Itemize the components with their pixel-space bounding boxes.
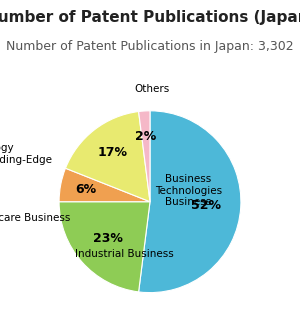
Wedge shape <box>139 111 241 293</box>
Wedge shape <box>59 202 150 292</box>
Wedge shape <box>139 111 150 202</box>
Text: Others: Others <box>134 84 169 94</box>
Wedge shape <box>65 112 150 202</box>
Text: 52%: 52% <box>191 199 221 212</box>
Text: 6%: 6% <box>75 183 96 196</box>
Text: Number of Patent Publications (Japan): Number of Patent Publications (Japan) <box>0 10 300 25</box>
Text: 17%: 17% <box>97 146 127 159</box>
Text: Healthcare Business: Healthcare Business <box>0 213 70 223</box>
Text: Industrial Business: Industrial Business <box>75 250 174 259</box>
Wedge shape <box>59 168 150 202</box>
Text: Common Technology
Platforms and Leading-Edge
Technologies: Common Technology Platforms and Leading-… <box>0 143 52 177</box>
Text: 23%: 23% <box>93 232 123 246</box>
Text: Business
Technologies
Business: Business Technologies Business <box>154 174 222 207</box>
Text: 2%: 2% <box>135 130 157 143</box>
Text: Number of Patent Publications in Japan: 3,302: Number of Patent Publications in Japan: … <box>6 40 294 53</box>
